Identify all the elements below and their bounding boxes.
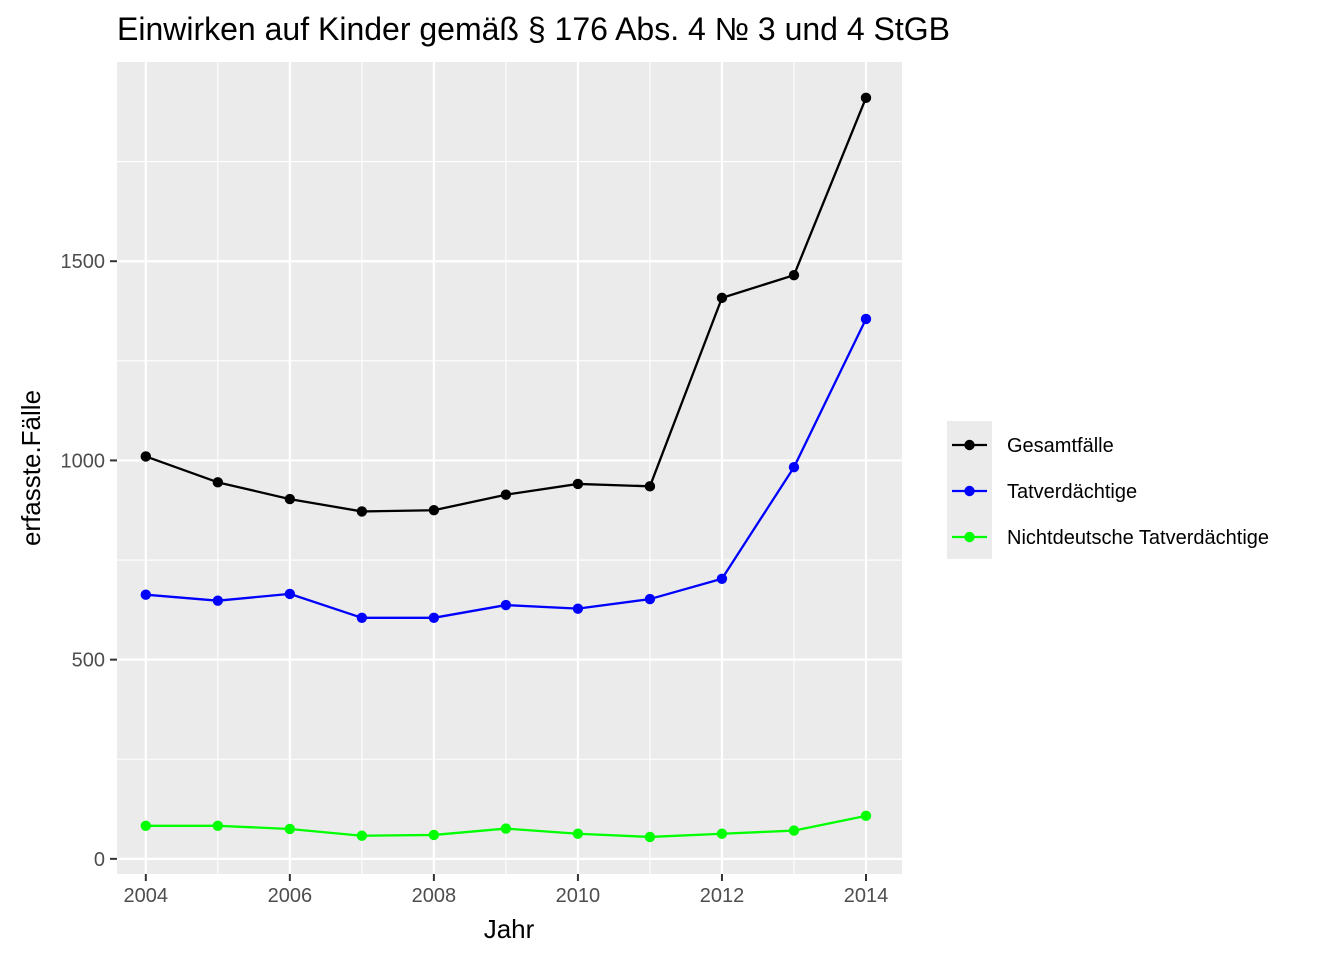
x-axis-title: Jahr	[484, 914, 535, 944]
data-point-series-2	[428, 612, 440, 624]
data-point-series-3	[860, 810, 872, 822]
data-point-series-2	[140, 589, 152, 600]
data-point-series-3	[212, 820, 224, 831]
data-point-series-1	[644, 481, 656, 492]
legend-key-point	[964, 531, 975, 543]
plot-panel	[117, 62, 902, 874]
data-point-series-3	[140, 820, 152, 831]
legend-label: Gesamtfälle	[1007, 435, 1114, 457]
y-tick-label: 1500	[61, 251, 106, 273]
data-point-series-2	[500, 599, 512, 611]
x-tick-label: 2014	[844, 885, 889, 907]
data-point-series-2	[284, 588, 296, 600]
legend-key-point	[964, 439, 975, 451]
x-tick-label: 2010	[556, 885, 601, 907]
data-point-series-2	[212, 595, 224, 606]
legend-label: Nichtdeutsche Tatverdächtige	[1007, 527, 1269, 549]
legend-key-point	[964, 485, 975, 497]
legend: Gesamtfälle Tatverdächtige Nichtdeutsche T…	[947, 421, 1269, 559]
y-tick-label: 1000	[61, 450, 106, 472]
x-tick-label: 2004	[124, 885, 169, 907]
x-tick-label: 2012	[700, 885, 745, 907]
data-point-series-3	[716, 828, 728, 839]
data-point-series-3	[284, 823, 296, 835]
data-point-series-1	[284, 493, 296, 505]
legend-label: Tatverdächtige	[1007, 481, 1137, 503]
data-point-series-2	[572, 603, 584, 614]
data-point-series-1	[572, 478, 584, 490]
data-point-series-2	[788, 462, 800, 473]
y-tick-label: 500	[72, 650, 105, 672]
x-tick-label: 2008	[412, 885, 457, 907]
data-point-series-1	[140, 451, 152, 462]
x-axis: 2004 2006 2008 2010 2012 2014	[124, 874, 889, 907]
data-point-series-1	[860, 92, 872, 104]
major-gridlines	[117, 62, 902, 874]
data-point-series-3	[428, 829, 440, 841]
data-point-series-1	[428, 505, 440, 516]
data-point-series-2	[356, 612, 368, 624]
series-layer	[140, 92, 872, 843]
data-point-series-2	[860, 313, 872, 325]
data-point-series-1	[716, 292, 728, 304]
data-point-series-2	[716, 573, 728, 584]
chart-title: Einwirken auf Kinder gemäß § 176 Abs. 4 …	[117, 11, 950, 47]
y-axis: 0 500 1000 1500	[61, 251, 117, 871]
data-point-series-3	[356, 830, 368, 841]
data-point-series-1	[356, 506, 368, 517]
x-tick-label: 2006	[268, 885, 313, 907]
data-point-series-3	[644, 831, 656, 843]
data-point-series-1	[500, 489, 512, 500]
data-point-series-3	[572, 828, 584, 839]
data-point-series-1	[212, 477, 224, 488]
data-point-series-3	[500, 823, 512, 834]
y-axis-title: erfasste.Fälle	[16, 390, 46, 546]
data-point-series-1	[788, 269, 800, 281]
data-point-series-2	[644, 593, 656, 605]
data-point-series-3	[788, 825, 800, 836]
y-tick-label: 0	[94, 849, 105, 871]
